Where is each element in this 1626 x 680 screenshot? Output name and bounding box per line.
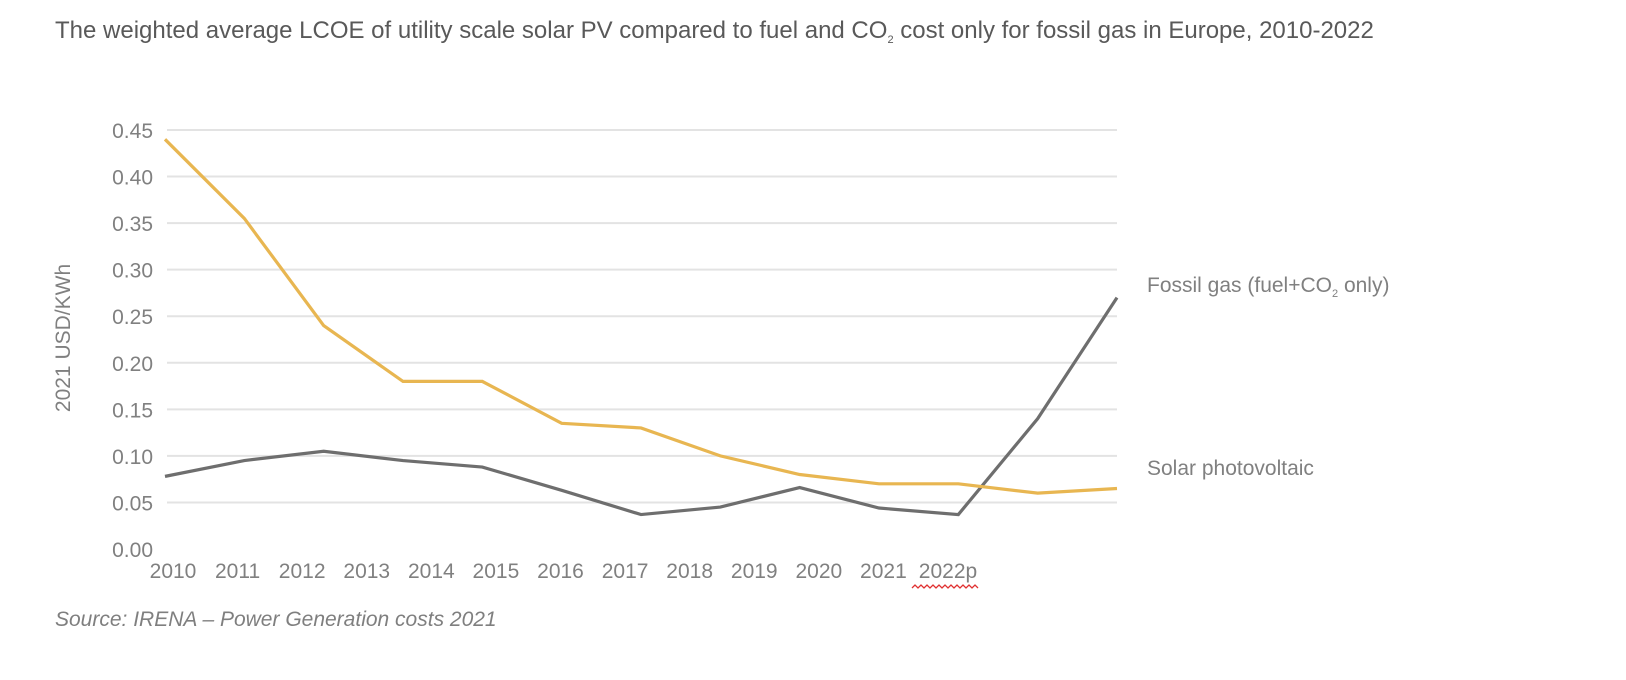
y-axis-label: 2021 USD/KWh bbox=[52, 264, 75, 412]
x-tick-label: 2017 bbox=[602, 560, 649, 583]
x-tick-label: 2021 bbox=[860, 560, 907, 583]
y-tick-label: 0.10 bbox=[112, 446, 153, 469]
x-axis-ticks: 2010 2011 2012 2013 2014 2015 2016 2017 2018 2019… bbox=[150, 560, 978, 583]
x-tick-label: 2016 bbox=[537, 560, 584, 583]
chart-title: The weighted average LCOE of utility sca… bbox=[55, 14, 1505, 57]
y-axis-ticks: 0.00 0.05 0.10 0.15 0.20 0.25 0.30 0.35 0.40 0.45 bbox=[112, 120, 153, 562]
legend-fossil-gas-text-end: only) bbox=[1338, 274, 1390, 297]
x-tick-label: 2013 bbox=[343, 560, 390, 583]
x-tick-label: 2022p bbox=[919, 560, 977, 583]
x-tick-label: 2015 bbox=[473, 560, 520, 583]
title-subscript: 2 bbox=[887, 34, 894, 46]
spellcheck-underline bbox=[911, 584, 979, 589]
y-tick-label: 0.05 bbox=[112, 492, 153, 515]
y-tick-label: 0.25 bbox=[112, 306, 153, 329]
y-tick-label: 0.40 bbox=[112, 167, 153, 190]
y-tick-label: 0.00 bbox=[112, 539, 153, 562]
x-tick-label: 2012 bbox=[279, 560, 326, 583]
title-text: The weighted average LCOE of utility sca… bbox=[55, 17, 888, 44]
x-tick-label: 2018 bbox=[666, 560, 713, 583]
y-tick-label: 0.20 bbox=[112, 353, 153, 376]
y-tick-label: 0.35 bbox=[112, 213, 153, 236]
y-tick-label: 0.15 bbox=[112, 399, 153, 422]
source-note: Source: IRENA – Power Generation costs 2… bbox=[55, 608, 497, 631]
x-tick-label: 2010 bbox=[150, 560, 197, 583]
series-line-fossil-gas bbox=[164, 296, 1119, 517]
x-tick-label: 2014 bbox=[408, 560, 455, 583]
y-tick-label: 0.45 bbox=[112, 120, 153, 143]
legend-solar-pv: Solar photovoltaic bbox=[1147, 457, 1314, 480]
x-tick-label: 2020 bbox=[795, 560, 842, 583]
gridlines bbox=[167, 129, 1117, 504]
x-tick-label: 2011 bbox=[215, 560, 260, 583]
series-lines bbox=[163, 138, 1119, 517]
legend-subscript: 2 bbox=[1331, 288, 1339, 300]
legend-fossil-gas: Fossil gas (fuel+CO2 only) bbox=[1147, 274, 1389, 300]
title-text-end: cost only for fossil gas in Europe, 2010… bbox=[893, 17, 1374, 44]
x-tick-label: 2019 bbox=[731, 560, 778, 583]
legend-fossil-gas-text: Fossil gas (fuel+CO bbox=[1147, 274, 1332, 297]
y-tick-label: 0.30 bbox=[112, 260, 153, 283]
